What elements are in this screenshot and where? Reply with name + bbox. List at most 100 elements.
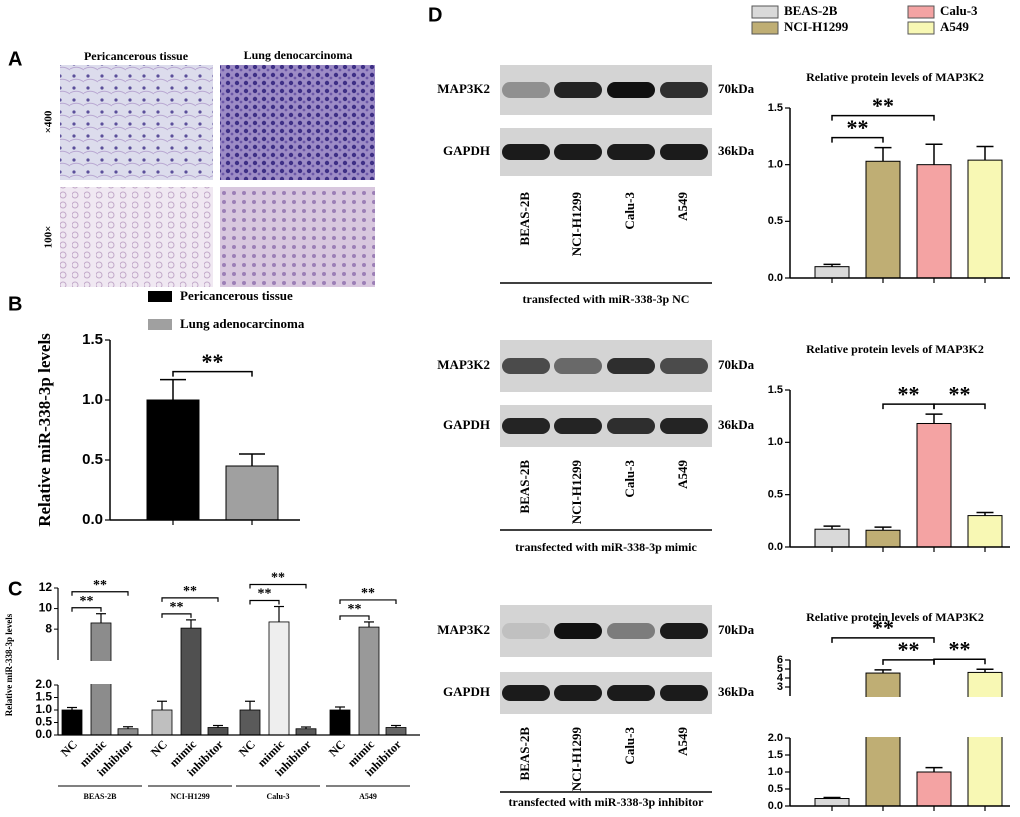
- size-label: 36kDa: [718, 417, 755, 432]
- bar: [61, 709, 83, 736]
- bar: [385, 727, 407, 736]
- panel-label: A: [8, 48, 22, 70]
- y-tick-label: 1.0: [82, 391, 103, 408]
- bar: [225, 465, 279, 521]
- significance-bracket: [71, 607, 102, 612]
- bar: [207, 727, 229, 736]
- bar: [865, 672, 901, 807]
- group-label: A549: [359, 792, 377, 801]
- bar: [814, 528, 850, 548]
- blot-band: [660, 144, 708, 160]
- y-tick-label: 0.5: [82, 451, 103, 468]
- significance-label: **: [258, 587, 272, 602]
- significance-label: **: [949, 637, 971, 662]
- bar: [916, 422, 952, 548]
- y-tick-label: 0.5: [768, 783, 783, 795]
- lane-label: BEAS-2B: [517, 727, 532, 781]
- panel-label: C: [8, 578, 22, 600]
- histology-texture: [220, 65, 375, 180]
- blot-band: [660, 418, 708, 434]
- bar: [967, 159, 1003, 279]
- y-tick-label: 8: [45, 621, 52, 635]
- bar: [916, 771, 952, 807]
- group-label: Calu-3: [266, 792, 289, 801]
- histology-images: [60, 65, 375, 287]
- x-tick-label: NC: [148, 737, 170, 759]
- histology-texture: [60, 65, 213, 180]
- bar: [329, 709, 351, 736]
- significance-label: **: [348, 602, 362, 617]
- panel-label: B: [8, 293, 22, 315]
- y-tick-label: 1.5: [35, 690, 52, 704]
- size-label: 70kDa: [718, 357, 755, 372]
- y-tick-label: 0.0: [768, 272, 783, 284]
- blot-band: [502, 82, 550, 98]
- significance-label: **: [183, 584, 197, 599]
- y-tick-label: 1.0: [35, 702, 52, 716]
- significance-bracket: [933, 658, 986, 665]
- significance-label: **: [361, 586, 375, 601]
- significance-label: **: [170, 600, 184, 615]
- significance-label: **: [80, 594, 94, 609]
- blot-caption: transfected with miR-338-3p mimic: [515, 540, 697, 554]
- legend-label: Calu-3: [940, 3, 978, 18]
- significance-bracket: [161, 597, 219, 602]
- protein-label: MAP3K2: [437, 81, 490, 96]
- blot-caption: transfected with miR-338-3p NC: [523, 292, 690, 306]
- lane-label: A549: [675, 460, 690, 489]
- axis-break: [48, 661, 410, 684]
- y-tick-label: 0.0: [82, 511, 103, 528]
- chart-title: Relative protein levels of MAP3K2: [806, 342, 984, 356]
- protein-label: GAPDH: [443, 417, 490, 432]
- blot-band: [607, 623, 655, 639]
- legend-label: NCI-H1299: [784, 19, 849, 34]
- bar: [268, 621, 290, 736]
- legend-label: A549: [940, 19, 969, 34]
- row-label: ×400: [43, 110, 55, 133]
- lane-label: A549: [675, 727, 690, 756]
- y-tick-label: 10: [39, 601, 53, 615]
- lane-label: NCI-H1299: [569, 192, 584, 257]
- legend-swatch: [148, 291, 172, 302]
- significance-label: **: [949, 381, 971, 406]
- blot-band: [660, 82, 708, 98]
- blot-band: [607, 418, 655, 434]
- lane-label: NCI-H1299: [569, 460, 584, 525]
- y-tick-label: 0.5: [768, 489, 783, 501]
- y-tick-label: 0.0: [35, 727, 52, 741]
- y-tick-label: 1.5: [768, 384, 783, 396]
- significance-bracket: [831, 114, 935, 121]
- lane-label: NCI-H1299: [569, 727, 584, 792]
- y-tick-label: 12: [39, 580, 53, 594]
- y-tick-label: 3: [777, 681, 783, 693]
- protein-label: GAPDH: [443, 684, 490, 699]
- bar: [814, 266, 850, 279]
- significance-bracket: [249, 583, 307, 589]
- chart-title: Relative protein levels of MAP3K2: [806, 70, 984, 84]
- y-tick-label: 1.0: [768, 766, 783, 778]
- blot-band: [554, 358, 602, 374]
- significance-bracket: [161, 613, 192, 618]
- y-tick-label: 1.0: [768, 159, 783, 171]
- significance-label: **: [872, 615, 894, 640]
- legend-swatch: [148, 319, 172, 330]
- blot-band: [554, 82, 602, 98]
- y-tick-label: 0.5: [768, 215, 783, 227]
- significance-label: **: [271, 571, 285, 586]
- legend-swatch: [751, 5, 779, 19]
- group-label: NCI-H1299: [170, 792, 210, 801]
- blot-band: [607, 82, 655, 98]
- y-tick-label: 0.0: [768, 800, 783, 812]
- y-tick-label: 1.5: [768, 749, 783, 761]
- significance-label: **: [93, 578, 107, 593]
- chart-title: Relative protein levels of MAP3K2: [806, 610, 984, 624]
- x-tick-label: NC: [58, 737, 80, 759]
- column-label: Pericancerous tissue: [84, 49, 189, 63]
- bar: [865, 529, 901, 548]
- panel-label: D: [428, 4, 442, 26]
- significance-bracket: [71, 591, 129, 596]
- significance-label: **: [898, 381, 920, 406]
- blot-band: [660, 358, 708, 374]
- size-label: 36kDa: [718, 684, 755, 699]
- y-axis-label: Relative miR-338-3p levels: [4, 613, 14, 716]
